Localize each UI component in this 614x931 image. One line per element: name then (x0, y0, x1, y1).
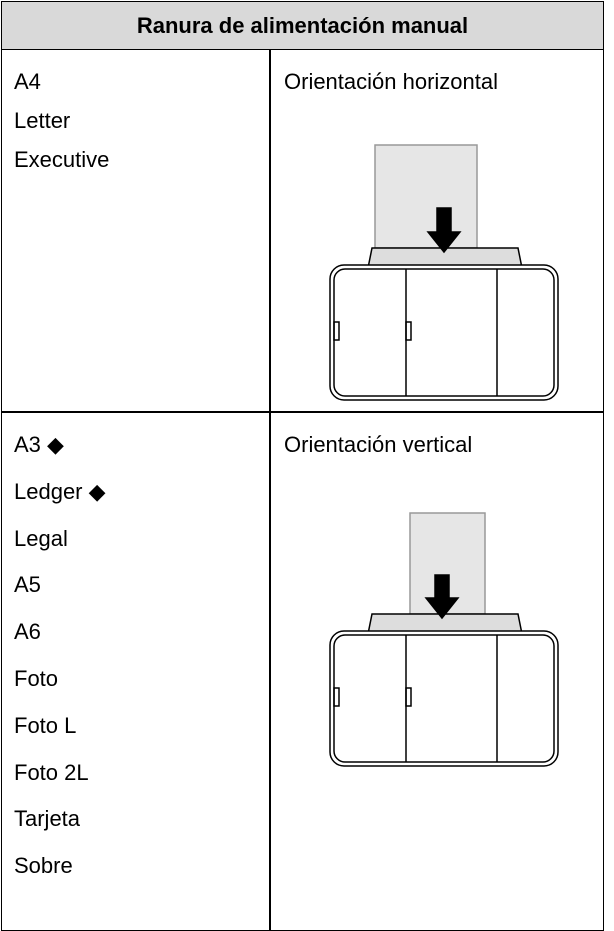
paper-size: Sobre (14, 853, 73, 879)
header-cell (1, 1, 604, 50)
paper-size: A6 (14, 619, 41, 645)
paper-size: A4 (14, 69, 41, 94)
paper-size: Letter (14, 108, 71, 133)
paper-size: Foto (14, 666, 59, 691)
paper-size: Foto L (14, 712, 77, 738)
paper-size: Legal (14, 525, 68, 551)
orientation: Orientación vertical (284, 432, 473, 457)
paper-size: Executive (14, 147, 110, 172)
printer-portrait (329, 512, 559, 767)
paper-size: A5 (14, 572, 41, 598)
paper-size: Foto 2L (14, 759, 89, 785)
orientation: Orientación horizontal (284, 69, 499, 94)
paper-size: Ledger ◆ (14, 478, 106, 504)
paper-size: A3 ◆ (14, 432, 64, 457)
paper-size: Tarjeta (14, 806, 81, 832)
printer-landscape (329, 144, 559, 401)
header-title: Ranura de alimentación manual (136, 13, 469, 38)
cell (269, 49, 604, 413)
cell (1, 49, 271, 413)
